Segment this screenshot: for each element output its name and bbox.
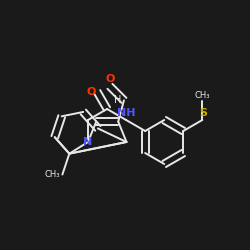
Text: CH₃: CH₃ [194, 91, 210, 100]
Text: CH₃: CH₃ [45, 170, 60, 179]
Text: O: O [105, 74, 115, 84]
Text: O: O [87, 87, 96, 97]
Text: H: H [114, 95, 121, 105]
Text: N: N [84, 137, 92, 147]
Text: S: S [199, 108, 207, 118]
Text: NH: NH [117, 108, 135, 118]
